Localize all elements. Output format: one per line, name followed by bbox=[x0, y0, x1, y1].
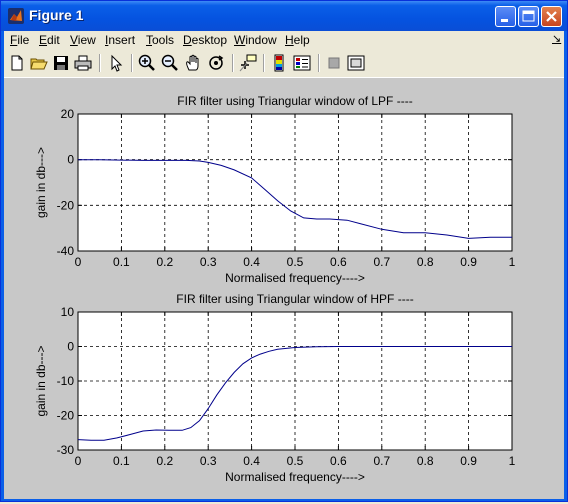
y-tick-label: -40 bbox=[57, 244, 75, 258]
axes-frame bbox=[77, 113, 513, 252]
x-tick-label: 0.4 bbox=[243, 454, 260, 468]
colorbar-icon[interactable] bbox=[269, 53, 289, 73]
x-tick-label: 0.8 bbox=[417, 255, 434, 269]
menu-window[interactable]: Window bbox=[234, 33, 277, 47]
x-tick-label: 0.1 bbox=[113, 454, 130, 468]
x-axis-label: Normalised frequency----> bbox=[225, 470, 365, 484]
figure-toolbar bbox=[4, 50, 564, 78]
x-tick-label: 0.2 bbox=[156, 255, 173, 269]
x-tick-label: 0.9 bbox=[460, 255, 477, 269]
menu-desktop[interactable]: Desktop bbox=[183, 33, 228, 47]
chart-title: FIR filter using Triangular window of LP… bbox=[177, 94, 412, 108]
maximize-button[interactable] bbox=[518, 6, 539, 27]
axes-2: 0 0.1 0.2 0.3 0.4 0.5 0.6 0.7 0.8 0.9 1 10 0 -10 -20 -3… bbox=[34, 292, 516, 484]
y-tick-label: 10 bbox=[61, 305, 75, 319]
series-line bbox=[77, 346, 512, 441]
open-file-icon[interactable] bbox=[29, 53, 49, 73]
menu-view[interactable]: View bbox=[70, 33, 96, 47]
x-axis-label: Normalised frequency----> bbox=[225, 271, 365, 285]
x-tick-label: 0.6 bbox=[330, 255, 347, 269]
x-tick-label: 1 bbox=[509, 454, 516, 468]
y-axis-label: gain in db---> bbox=[34, 345, 48, 416]
y-tick-label: -10 bbox=[57, 374, 75, 388]
menu-tools[interactable]: Tools bbox=[146, 33, 175, 47]
y-tick-label: -20 bbox=[57, 409, 75, 423]
title-bar[interactable]: Figure 1 bbox=[1, 1, 567, 31]
x-tick-label: 0.7 bbox=[373, 255, 390, 269]
y-axis-label: gain in db---> bbox=[34, 147, 48, 218]
x-tick-label: 0.7 bbox=[373, 454, 390, 468]
menu-insert[interactable]: Insert bbox=[105, 33, 136, 47]
x-tick-label: 0.5 bbox=[287, 255, 304, 269]
data-cursor-icon[interactable] bbox=[238, 53, 258, 73]
toolbar-separator bbox=[318, 54, 320, 72]
x-tick-label: 0.2 bbox=[156, 454, 173, 468]
close-button[interactable] bbox=[541, 6, 562, 27]
matlab-icon bbox=[8, 8, 24, 24]
pan-hand-icon[interactable] bbox=[183, 53, 203, 73]
x-tick-label: 0 bbox=[75, 454, 82, 468]
y-tick-label: 20 bbox=[61, 107, 75, 121]
y-tick-label: 0 bbox=[67, 340, 74, 354]
toolbar-separator bbox=[99, 54, 101, 72]
toolbar-separator bbox=[131, 54, 133, 72]
axes-frame bbox=[77, 311, 513, 451]
menu-help[interactable]: Help bbox=[285, 33, 310, 47]
x-tick-label: 0.8 bbox=[417, 454, 434, 468]
client-area: File Edit View Insert Tools Desktop Wind… bbox=[4, 31, 564, 499]
save-icon[interactable] bbox=[51, 53, 71, 73]
toolbar-separator bbox=[232, 54, 234, 72]
x-tick-label: 1 bbox=[509, 255, 516, 269]
y-tick-label: -20 bbox=[57, 198, 75, 212]
y-tick-label: -30 bbox=[57, 443, 75, 457]
show-plot-tools-icon[interactable] bbox=[346, 53, 366, 73]
x-tick-label: 0.3 bbox=[200, 454, 217, 468]
x-tick-label: 0.1 bbox=[113, 255, 130, 269]
legend-icon[interactable] bbox=[292, 53, 312, 73]
figure-canvas: 0 0.1 0.2 0.3 0.4 0.5 0.6 0.7 0.8 0.9 1 20 0 -20 -40 FI… bbox=[4, 78, 564, 499]
minimize-icon bbox=[501, 19, 508, 22]
close-icon bbox=[546, 11, 557, 22]
menu-bar: File Edit View Insert Tools Desktop Wind… bbox=[4, 31, 564, 50]
x-tick-label: 0.3 bbox=[200, 255, 217, 269]
menu-edit[interactable]: Edit bbox=[39, 33, 60, 47]
zoom-in-icon[interactable] bbox=[137, 53, 157, 73]
zoom-out-icon[interactable] bbox=[160, 53, 180, 73]
maximize-icon bbox=[522, 10, 535, 22]
select-arrow-icon[interactable] bbox=[106, 53, 126, 73]
figure-plots: 0 0.1 0.2 0.3 0.4 0.5 0.6 0.7 0.8 0.9 1 20 0 -20 -40 FI… bbox=[34, 94, 516, 484]
dock-arrow-icon[interactable]: ↘ bbox=[552, 33, 562, 45]
menu-file[interactable]: File bbox=[10, 33, 30, 47]
x-tick-label: 0.6 bbox=[330, 454, 347, 468]
hide-plot-tools-icon[interactable] bbox=[324, 53, 344, 73]
x-tick-label: 0.4 bbox=[243, 255, 260, 269]
y-tick-label: 0 bbox=[67, 153, 74, 167]
toolbar-separator bbox=[263, 54, 265, 72]
chart-title: FIR filter using Triangular window of HP… bbox=[176, 292, 413, 306]
minimize-button[interactable] bbox=[495, 6, 516, 27]
new-figure-icon[interactable] bbox=[7, 53, 27, 73]
rotate-3d-icon[interactable] bbox=[206, 53, 226, 73]
series-line bbox=[78, 159, 512, 239]
x-tick-label: 0.5 bbox=[287, 454, 304, 468]
x-tick-label: 0 bbox=[75, 255, 82, 269]
axes-1: 0 0.1 0.2 0.3 0.4 0.5 0.6 0.7 0.8 0.9 1 20 0 -20 -40 FI… bbox=[34, 94, 516, 285]
print-icon[interactable] bbox=[73, 53, 93, 73]
x-tick-label: 0.9 bbox=[460, 454, 477, 468]
window-title: Figure 1 bbox=[29, 7, 84, 23]
